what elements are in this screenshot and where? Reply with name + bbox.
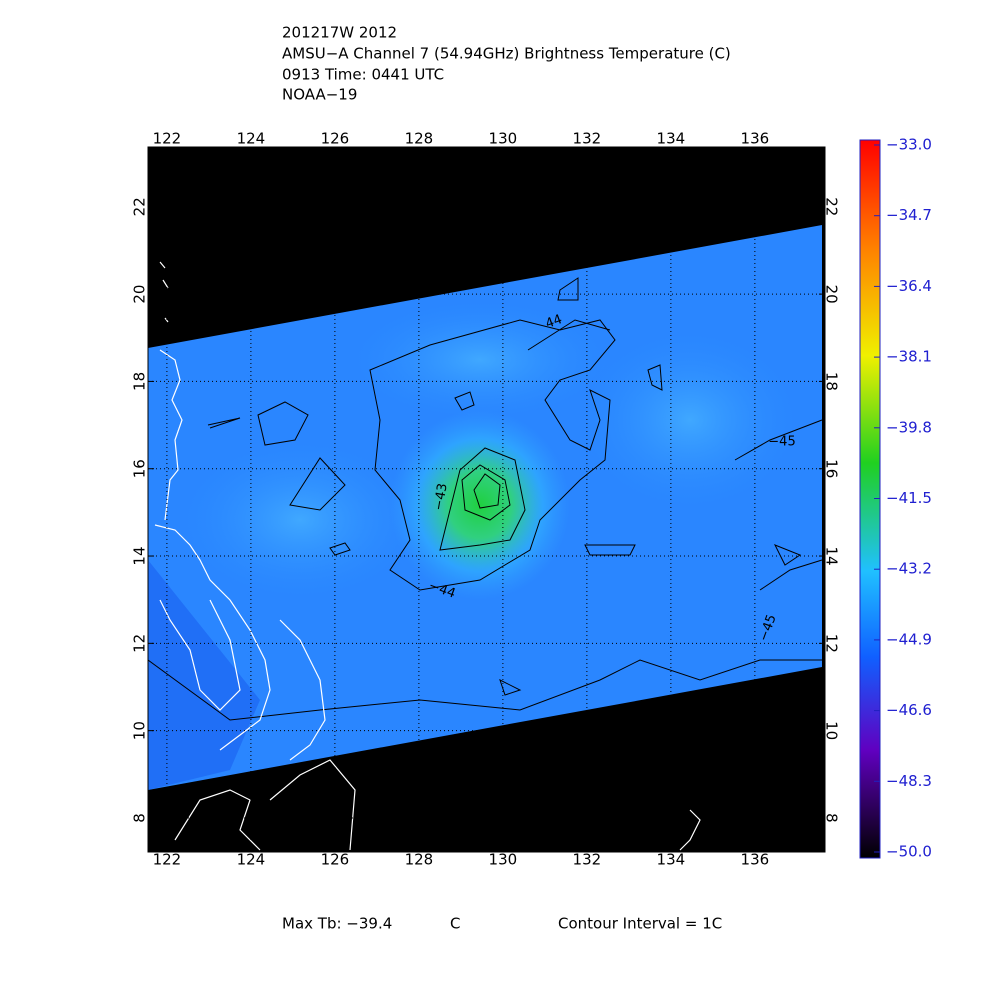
header-line: 0913 Time: 0441 UTC — [282, 66, 444, 84]
coastlines — [154, 261, 701, 851]
lon-tick-label: 128 — [405, 851, 434, 869]
colorbar-tick-label: −38.1 — [886, 348, 932, 366]
colorbar-tick-label: −50.0 — [886, 843, 932, 861]
lon-tick-label: 122 — [153, 130, 182, 148]
lon-tick-label: 132 — [573, 130, 602, 148]
colorbar-tick-label: −36.4 — [886, 277, 932, 295]
lon-tick-label: 126 — [321, 130, 350, 148]
lat-tick-label: 10 — [131, 721, 149, 740]
header-line: NOAA−19 — [282, 86, 357, 104]
contour-label: 44 — [544, 312, 565, 332]
colorbar-tick-label: −43.2 — [886, 560, 932, 578]
lat-tick-label: 8 — [823, 813, 841, 823]
lat-tick-label: 8 — [131, 813, 149, 823]
lat-tick-label: 20 — [823, 285, 841, 304]
lat-tick-label: 18 — [131, 372, 149, 391]
contour-interval: Contour Interval = 1C — [558, 915, 722, 933]
contour-label: −43 — [431, 482, 451, 512]
lat-tick-label: 16 — [823, 459, 841, 478]
lat-tick-label: 14 — [131, 546, 149, 565]
max-tb: Max Tb: −39.4 — [282, 915, 392, 933]
lat-tick-label: 12 — [823, 634, 841, 653]
lon-tick-label: 134 — [657, 130, 686, 148]
warm-core — [390, 410, 570, 600]
lat-tick-label: 18 — [823, 372, 841, 391]
swath-shade — [350, 300, 610, 420]
lon-tick-label: 124 — [237, 851, 266, 869]
lon-tick-label: 136 — [741, 851, 770, 869]
swath-shade — [148, 560, 260, 790]
colorbar-tick-label: −34.7 — [886, 206, 932, 224]
lat-tick-label: 22 — [131, 197, 149, 216]
map-area — [148, 147, 825, 852]
lon-tick-label: 126 — [321, 851, 350, 869]
colorbar-tick-label: −41.5 — [886, 489, 932, 507]
colorbar-tick-label: −46.6 — [886, 701, 932, 719]
lon-tick-label: 130 — [489, 130, 518, 148]
swath-shade — [580, 330, 800, 510]
header-line: AMSU−A Channel 7 (54.94GHz) Brightness T… — [282, 45, 731, 63]
colorbar-tick-label: −39.8 — [886, 418, 932, 436]
max-tb-unit: C — [450, 915, 460, 933]
contour-label: −45 — [768, 435, 795, 450]
swath-shade — [180, 440, 420, 600]
colorbar-tick-label: −33.0 — [886, 136, 932, 154]
lon-tick-label: 122 — [153, 851, 182, 869]
lon-tick-label: 136 — [741, 130, 770, 148]
lat-tick-label: 10 — [823, 721, 841, 740]
colorbar-tick-label: −48.3 — [886, 772, 932, 790]
map-frame — [147, 146, 826, 853]
lon-tick-label: 132 — [573, 851, 602, 869]
lon-tick-label: 130 — [489, 851, 518, 869]
lat-tick-label: 22 — [823, 197, 841, 216]
header-line: 201217W 2012 — [282, 24, 397, 42]
lon-tick-label: 128 — [405, 130, 434, 148]
contours — [148, 277, 823, 721]
lon-tick-label: 134 — [657, 851, 686, 869]
lat-tick-label: 20 — [131, 285, 149, 304]
colorbar-tick-label: −44.9 — [886, 630, 932, 648]
lat-tick-label: 14 — [823, 546, 841, 565]
lon-tick-label: 124 — [237, 130, 266, 148]
lat-tick-label: 12 — [131, 634, 149, 653]
lat-tick-label: 16 — [131, 459, 149, 478]
